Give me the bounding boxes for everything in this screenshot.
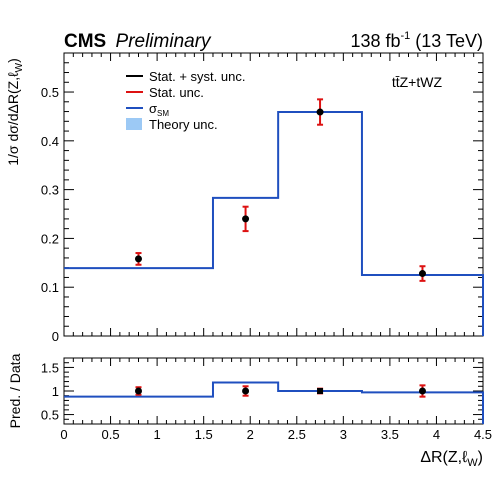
main-y-tick-label: 0.3 [41,183,59,198]
x-tick-label: 4 [433,427,440,442]
legend-label-text: Theory unc. [149,117,218,132]
main-y-tick-label: 0.2 [41,231,59,246]
ratio-y-axis-label: Pred. / Data [7,353,23,428]
main-y-tick-label: 0 [52,329,59,344]
process-label: tt̄Z+tWZ [392,74,443,90]
legend-label: Stat. + syst. unc. [149,69,245,84]
ratio-axes: 0.511.50 0.5 1 1.5 2 2.5 3 3.5 4 4.5 [41,357,492,442]
ratio-prediction-line [64,381,484,424]
ratio-data-marker [317,388,324,394]
status-label: Preliminary [116,31,213,52]
legend-label-text: Stat. + syst. unc. [149,69,245,84]
lumi-value: 138 fb [350,31,400,51]
x-tick-label: 0 [60,427,67,442]
main-axes: 0 0.1 0.2 0.3 0.4 0.5 [41,52,484,344]
x-tick-label: 1.5 [195,427,213,442]
ratio-y-tick-label: 1.5 [41,360,59,375]
main-y-tick-label: 0.1 [41,280,59,295]
x-axis-label: ΔR(Z,ℓW) [420,449,483,469]
legend-label-text: σ [149,101,157,116]
ratio-series [64,381,484,424]
legend-label-subscript: SM [157,109,169,118]
ratio-data-point [134,387,142,395]
ratio-y-tick-label: 0.5 [41,408,59,423]
legend-label-text: Stat. unc. [149,85,204,100]
legend-label: σSM [149,101,169,118]
lumi-exponent: -1 [401,30,411,42]
main-data-point [418,270,426,278]
x-tick-label: 0.5 [102,427,120,442]
main-data-point [134,255,142,263]
cms-label: CMS Preliminary [64,31,212,52]
experiment-name: CMS [64,31,106,52]
x-tick-label: 2 [247,427,254,442]
main-y-axis-label: 1/σ dσ/dΔR(Z,ℓW) [5,58,25,166]
main-data-point [242,215,250,223]
main-prediction-line [64,111,484,336]
x-tick-label: 4.5 [474,427,492,442]
main-panel-frame [63,52,484,337]
main-data-point [316,108,324,116]
lumi-label: 138 fb-1 (13 TeV) [350,30,483,51]
legend-label: Theory unc. [149,117,218,132]
legend-theory-swatch [126,118,142,130]
x-tick-label: 2.5 [288,427,306,442]
main-y-tick-label: 0.5 [41,85,59,100]
main-series [64,98,484,336]
x-tick-label: 1 [153,427,160,442]
ratio-y-tick-label: 1 [52,384,59,399]
x-tick-label: 3 [340,427,347,442]
energy-label: (13 TeV) [410,31,483,51]
main-y-tick-label: 0.4 [41,134,59,149]
ratio-data-point [242,387,250,395]
x-tick-label: 3.5 [381,427,399,442]
legend-label: Stat. unc. [149,85,204,100]
ratio-data-point [418,387,426,395]
